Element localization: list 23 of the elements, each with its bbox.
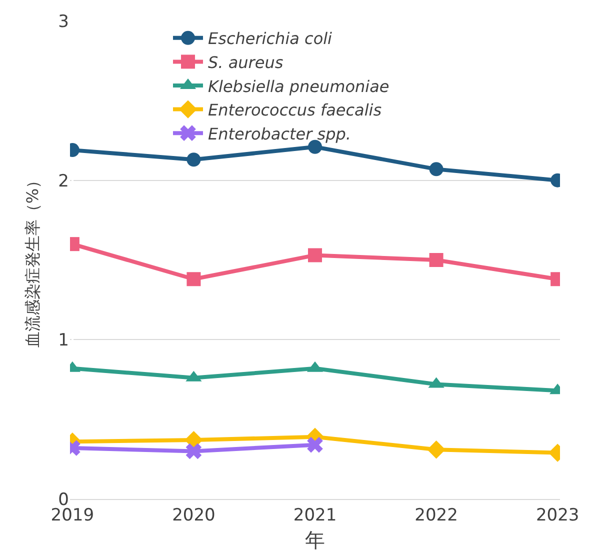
point (427, 440, 446, 459)
point (429, 253, 444, 267)
point (307, 436, 323, 453)
legend-label: Klebsiella pneumoniae (208, 76, 390, 96)
point (308, 248, 322, 262)
y-axis-title: 血流感染症発生率（%） (23, 172, 42, 348)
x-tick-label: 2023 (536, 505, 580, 526)
legend-label: S. aureus (208, 52, 284, 72)
x-tick-label: 2022 (414, 505, 458, 526)
legend-label: Enterobacter spp. (208, 124, 352, 144)
point (186, 272, 201, 286)
legend-label: Enterococcus faecalis (208, 100, 382, 120)
point (186, 443, 202, 460)
legend-label: Escherichia coli (208, 29, 333, 48)
x-axis-title: 年 (305, 528, 325, 552)
y-tick-label: 1 (58, 330, 69, 351)
x-tick-label: 2020 (172, 505, 216, 526)
point (186, 152, 201, 167)
y-tick-label: 3 (58, 12, 69, 32)
x-tick-label: 2021 (293, 505, 337, 526)
point (429, 162, 444, 176)
y-tick-label: 2 (58, 171, 69, 192)
x-tick-label: 2019 (50, 505, 94, 526)
